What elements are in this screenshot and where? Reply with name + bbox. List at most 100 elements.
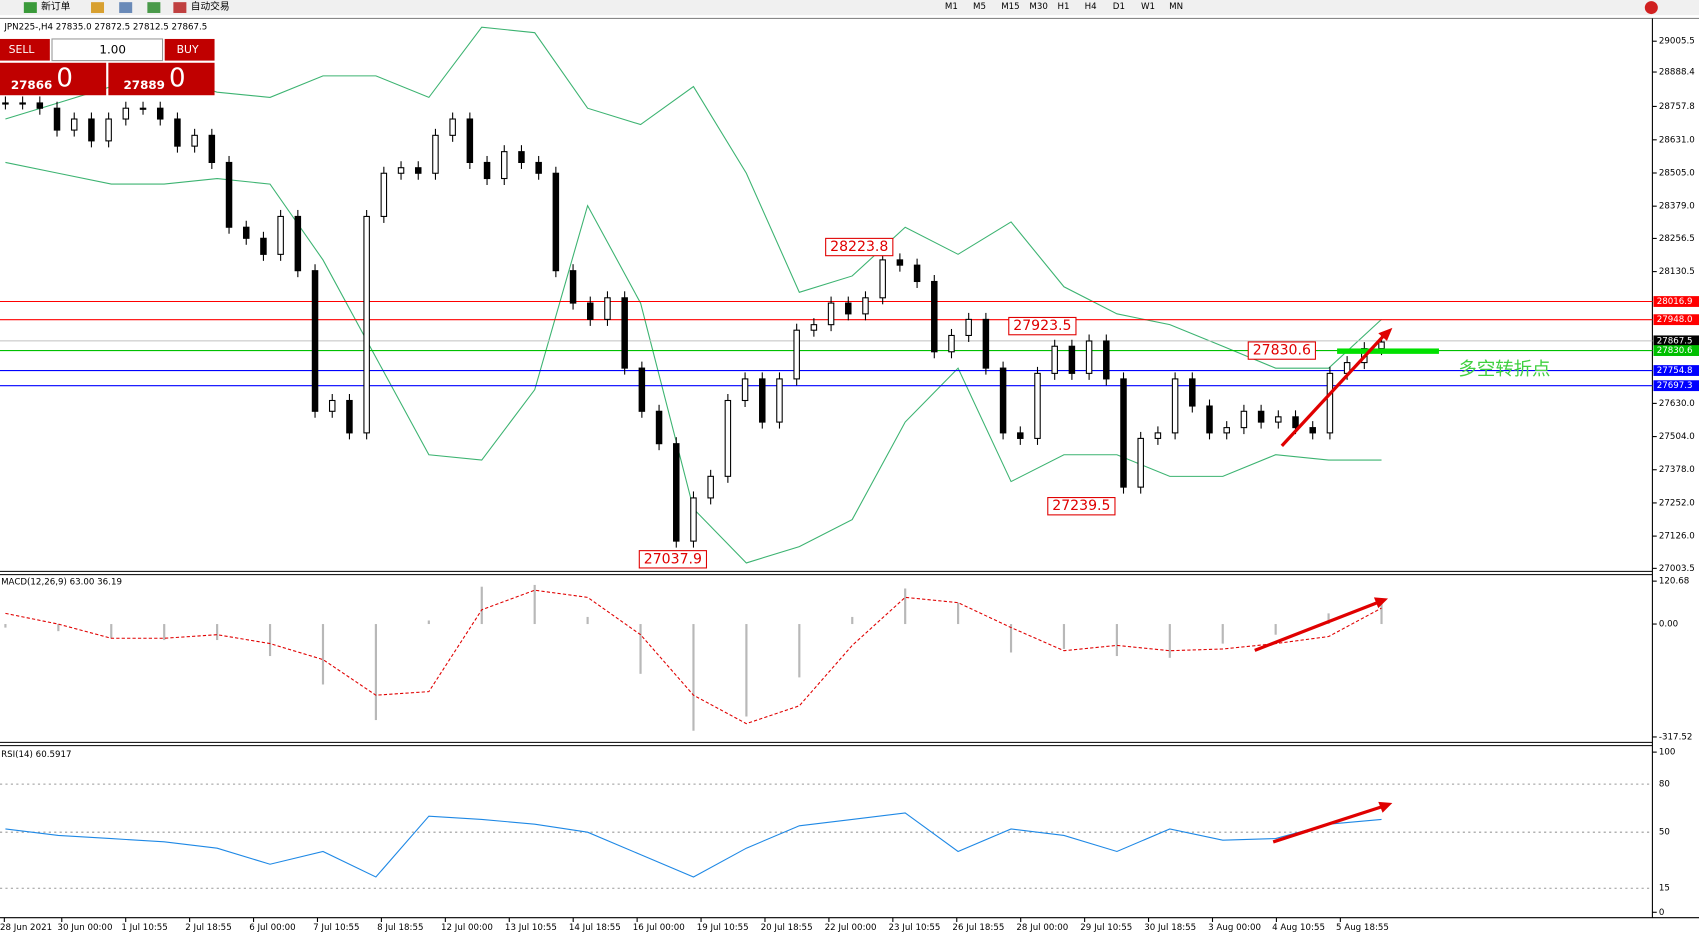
x-tick-label: 30 Jul 18:55 — [1144, 923, 1196, 933]
x-tick-label: 6 Jul 00:00 — [249, 923, 295, 933]
y-tick-label: 27504.0 — [1659, 432, 1695, 442]
timeframe-button[interactable]: M5 — [973, 2, 986, 12]
price-annotation: 28223.8 — [830, 239, 888, 255]
macd-bar — [110, 624, 113, 639]
y-tick-label: -317.52 — [1659, 732, 1692, 742]
candle — [449, 118, 456, 136]
y-tick-label: 100 — [1659, 748, 1676, 758]
candle — [673, 443, 680, 542]
candle — [862, 297, 869, 315]
macd-bar — [533, 584, 536, 625]
toolbar-button[interactable]: 新订单 — [41, 0, 70, 12]
rsi-panel: 100 80 50 15 0 — [0, 748, 1675, 918]
candle — [294, 215, 302, 272]
sell-label[interactable]: SELL — [9, 43, 35, 56]
x-tick-label: 29 Jul 10:55 — [1080, 923, 1132, 933]
arrow-head — [1378, 327, 1393, 341]
macd-bar — [1009, 624, 1013, 653]
candle — [965, 318, 972, 336]
timeframe-button[interactable]: H4 — [1085, 2, 1098, 12]
macd-bar — [1062, 624, 1066, 649]
timeframe-button[interactable]: M15 — [1001, 2, 1019, 12]
timeframe-button[interactable]: M1 — [945, 2, 958, 12]
timeframe-button[interactable]: MN — [1169, 2, 1183, 12]
candle — [174, 118, 181, 147]
candle — [53, 107, 61, 131]
candle — [414, 167, 422, 174]
candle — [466, 118, 474, 164]
auto-trading-icon[interactable] — [173, 2, 187, 13]
candle — [1257, 410, 1265, 423]
macd-bar — [1380, 601, 1383, 625]
price-annotation-box — [1047, 497, 1116, 516]
candle — [724, 399, 732, 477]
candle — [690, 497, 697, 542]
candle — [1240, 410, 1248, 429]
candle — [793, 329, 800, 380]
price-level-label: 27697.3 — [1657, 381, 1693, 391]
y-tick-label: 50 — [1659, 828, 1670, 838]
toolbar-button[interactable]: 自动交易 — [191, 0, 230, 12]
candle — [70, 118, 78, 131]
macd-bar — [1327, 613, 1330, 625]
y-tick-label: 28379.0 — [1659, 202, 1695, 212]
candle — [552, 172, 560, 272]
macd-bar — [163, 624, 166, 641]
bid-price[interactable]: 27866 — [11, 78, 52, 92]
toolbar-icon[interactable] — [147, 2, 161, 13]
timeframe-button[interactable]: H1 — [1058, 2, 1070, 12]
y-tick-label: 15 — [1659, 884, 1670, 894]
x-tick-label: 2 Jul 18:55 — [185, 923, 231, 933]
buy-label[interactable]: BUY — [177, 43, 199, 56]
candle — [1154, 432, 1162, 439]
candle — [1189, 378, 1196, 407]
candle — [380, 172, 388, 217]
candle — [948, 334, 955, 353]
ask-price[interactable]: 27889 — [124, 78, 165, 92]
price-level-label: 28016.9 — [1657, 297, 1693, 307]
y-tick-label: 27003.5 — [1659, 564, 1695, 574]
ask-box[interactable] — [108, 62, 215, 96]
candle — [363, 215, 370, 434]
candle — [845, 302, 852, 315]
candle — [569, 270, 577, 304]
candle — [896, 259, 904, 266]
candle — [105, 118, 112, 142]
lot-value[interactable]: 1.00 — [99, 42, 126, 56]
price-level-tag — [1653, 335, 1699, 347]
timeframe-bar: M1 M5 M15 M30 H1 H4 D1 W1 MN — [945, 2, 1183, 12]
candle — [707, 475, 714, 499]
trend-arrow — [1254, 599, 1384, 652]
y-tick-label: 28631.0 — [1659, 135, 1695, 145]
price-panel: 29005.5 28888.4 28757.8 28631.0 28505.0 28379… — [0, 26, 1699, 574]
candle — [1275, 416, 1282, 423]
candle — [741, 378, 749, 402]
new-order-icon[interactable] — [23, 2, 37, 13]
macd-bar — [480, 586, 483, 625]
candle — [139, 107, 147, 110]
bid-box[interactable] — [0, 62, 107, 96]
alert-icon[interactable] — [1644, 1, 1658, 15]
buy-button[interactable] — [164, 38, 215, 61]
y-tick-label: 28757.8 — [1659, 102, 1695, 112]
candle — [913, 264, 921, 283]
toolbar-icon[interactable] — [119, 2, 133, 13]
candle — [501, 151, 508, 180]
toolbar-icon[interactable] — [91, 2, 105, 13]
candle — [1068, 345, 1076, 374]
timeframe-button[interactable]: M30 — [1029, 2, 1047, 12]
macd-panel: 120.68 0.00 -317.52 — [4, 577, 1692, 742]
lot-input[interactable] — [51, 38, 164, 62]
candle — [810, 324, 818, 331]
price-annotation: 27037.9 — [644, 551, 702, 567]
candle — [759, 378, 766, 423]
price-annotation-box — [1008, 316, 1077, 336]
x-tick-label: 22 Jul 00:00 — [825, 923, 877, 933]
timeframe-button[interactable]: W1 — [1141, 2, 1155, 12]
sell-button[interactable] — [0, 38, 50, 61]
candle — [1309, 427, 1316, 434]
x-tick-label: 12 Jul 00:00 — [441, 923, 493, 933]
bid-fraction[interactable]: 0 — [56, 64, 73, 94]
timeframe-button[interactable]: D1 — [1113, 2, 1125, 12]
ask-fraction[interactable]: 0 — [169, 64, 186, 94]
